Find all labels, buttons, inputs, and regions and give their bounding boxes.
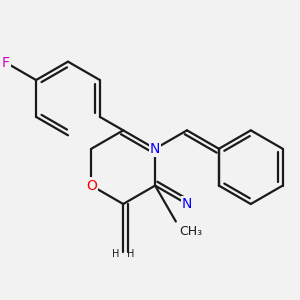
Text: O: O	[86, 178, 97, 193]
Text: N: N	[150, 142, 160, 156]
Text: CH₃: CH₃	[179, 225, 202, 238]
Text: N: N	[182, 197, 192, 211]
Text: H: H	[127, 249, 135, 260]
Text: F: F	[2, 56, 10, 70]
Text: H: H	[112, 249, 119, 260]
